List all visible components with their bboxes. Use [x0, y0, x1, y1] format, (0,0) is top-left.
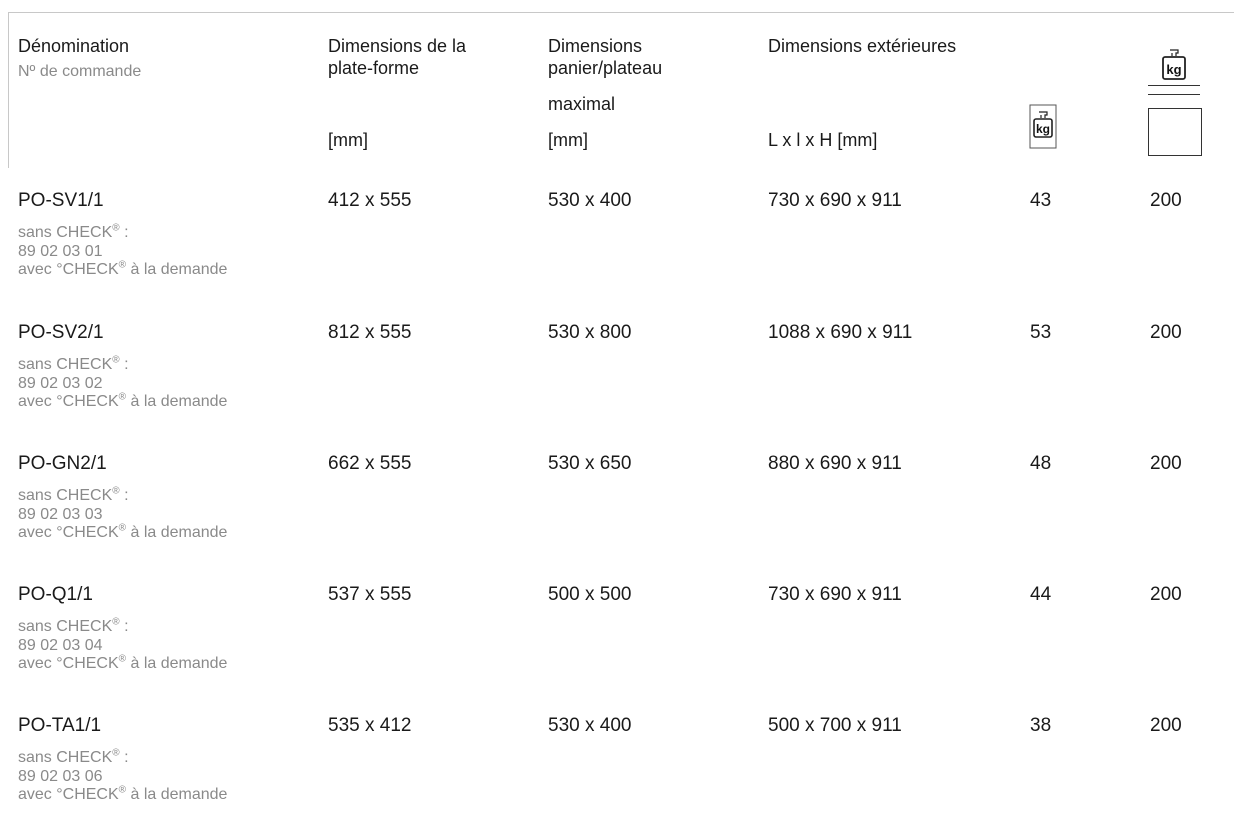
capacity-value: 200: [1150, 715, 1182, 736]
exterior-dimensions: 730 x 690 x 911: [768, 584, 902, 605]
with-check-text: avec °CHECK: [18, 261, 119, 278]
without-check-label: sans CHECK® :: [18, 616, 129, 636]
platform-dimensions: 662 x 555: [328, 453, 412, 474]
platform-dimensions: 535 x 412: [328, 715, 412, 736]
header-basket-line2: panier/plateau: [548, 58, 663, 78]
without-check-text: sans CHECK: [18, 749, 113, 766]
with-check-text: avec °CHECK: [18, 786, 119, 803]
without-check-text: sans CHECK: [18, 356, 113, 373]
order-number: 89 02 03 06: [18, 768, 103, 785]
with-check-text: avec °CHECK: [18, 655, 119, 672]
on-request-text: à la demande: [126, 393, 228, 410]
header-basket-line1: Dimensions: [548, 36, 643, 56]
without-check-label: sans CHECK® :: [18, 222, 129, 242]
on-request-text: à la demande: [126, 786, 228, 803]
weight-value: 38: [1030, 715, 1052, 736]
weight-value: 48: [1030, 453, 1052, 474]
on-request-text: à la demande: [126, 261, 228, 278]
header-denomination: Dénomination: [18, 36, 130, 56]
svg-text:kg: kg: [1166, 62, 1181, 77]
registered-mark: ®: [118, 522, 127, 534]
order-number: 89 02 03 02: [18, 375, 103, 392]
on-request-text: à la demande: [126, 655, 228, 672]
basket-dimensions: 530 x 800: [548, 322, 632, 343]
header-platform-unit: [mm]: [328, 130, 368, 150]
without-check-text: sans CHECK: [18, 618, 113, 635]
top-rule: [8, 12, 1234, 13]
pedestal-box-icon: [1148, 108, 1202, 156]
registered-mark: ®: [118, 653, 127, 665]
registered-mark: ®: [118, 784, 127, 796]
order-number: 89 02 03 04: [18, 637, 103, 654]
basket-dimensions: 530 x 650: [548, 453, 632, 474]
capacity-value: 200: [1150, 453, 1182, 474]
without-check-text: sans CHECK: [18, 224, 113, 241]
basket-dimensions: 530 x 400: [548, 190, 632, 211]
platform-dimensions: 412 x 555: [328, 190, 412, 211]
registered-mark: ®: [112, 354, 120, 366]
header-exterior-unit: L x l x H [mm]: [768, 130, 878, 150]
left-rule: [8, 12, 9, 168]
registered-mark: ®: [118, 391, 127, 403]
capacity-value: 200: [1150, 190, 1182, 211]
without-check-label: sans CHECK® :: [18, 747, 129, 767]
on-request-text: à la demande: [126, 524, 228, 541]
product-name: PO-SV2/1: [18, 322, 104, 343]
colon: :: [119, 487, 129, 504]
order-number: 89 02 03 01: [18, 243, 103, 260]
with-check-label: avec °CHECK® à la demande: [18, 653, 228, 673]
capacity-weight-icon: kg: [1162, 49, 1186, 80]
without-check-label: sans CHECK® :: [18, 485, 129, 505]
capacity-value: 200: [1150, 322, 1182, 343]
without-check-text: sans CHECK: [18, 487, 113, 504]
product-name: PO-TA1/1: [18, 715, 102, 736]
pedestal-plate-icon: [1148, 85, 1200, 95]
header-basket-unit: [mm]: [548, 130, 588, 150]
basket-dimensions: 530 x 400: [548, 715, 632, 736]
platform-dimensions: 537 x 555: [328, 584, 412, 605]
product-name: PO-Q1/1: [18, 584, 93, 605]
registered-mark: ®: [112, 616, 120, 628]
header-exterior: Dimensions extérieures: [768, 36, 957, 56]
with-check-label: avec °CHECK® à la demande: [18, 259, 228, 279]
colon: :: [119, 618, 129, 635]
exterior-dimensions: 880 x 690 x 911: [768, 453, 902, 474]
product-name: PO-GN2/1: [18, 453, 107, 474]
weight-value: 44: [1030, 584, 1052, 605]
weight-value: 53: [1030, 322, 1052, 343]
registered-mark: ®: [118, 259, 127, 271]
weight-icon: kg: [1029, 104, 1057, 149]
header-platform-line2: plate-forme: [328, 58, 420, 78]
with-check-text: avec °CHECK: [18, 393, 119, 410]
registered-mark: ®: [112, 222, 120, 234]
registered-mark: ®: [112, 747, 120, 759]
with-check-text: avec °CHECK: [18, 524, 119, 541]
exterior-dimensions: 730 x 690 x 911: [768, 190, 902, 211]
colon: :: [119, 224, 129, 241]
product-name: PO-SV1/1: [18, 190, 104, 211]
header-platform-line1: Dimensions de la: [328, 36, 467, 56]
platform-dimensions: 812 x 555: [328, 322, 412, 343]
header-order-number: Nº de commande: [18, 63, 142, 80]
exterior-dimensions: 500 x 700 x 911: [768, 715, 902, 736]
header-basket-line3: maximal: [548, 94, 616, 114]
registered-mark: ®: [112, 485, 120, 497]
colon: :: [119, 356, 129, 373]
with-check-label: avec °CHECK® à la demande: [18, 522, 228, 542]
order-number: 89 02 03 03: [18, 506, 103, 523]
without-check-label: sans CHECK® :: [18, 354, 129, 374]
colon: :: [119, 749, 129, 766]
exterior-dimensions: 1088 x 690 x 911: [768, 322, 913, 343]
with-check-label: avec °CHECK® à la demande: [18, 784, 228, 804]
capacity-value: 200: [1150, 584, 1182, 605]
basket-dimensions: 500 x 500: [548, 584, 632, 605]
with-check-label: avec °CHECK® à la demande: [18, 391, 228, 411]
weight-value: 43: [1030, 190, 1052, 211]
svg-text:kg: kg: [1036, 122, 1050, 136]
